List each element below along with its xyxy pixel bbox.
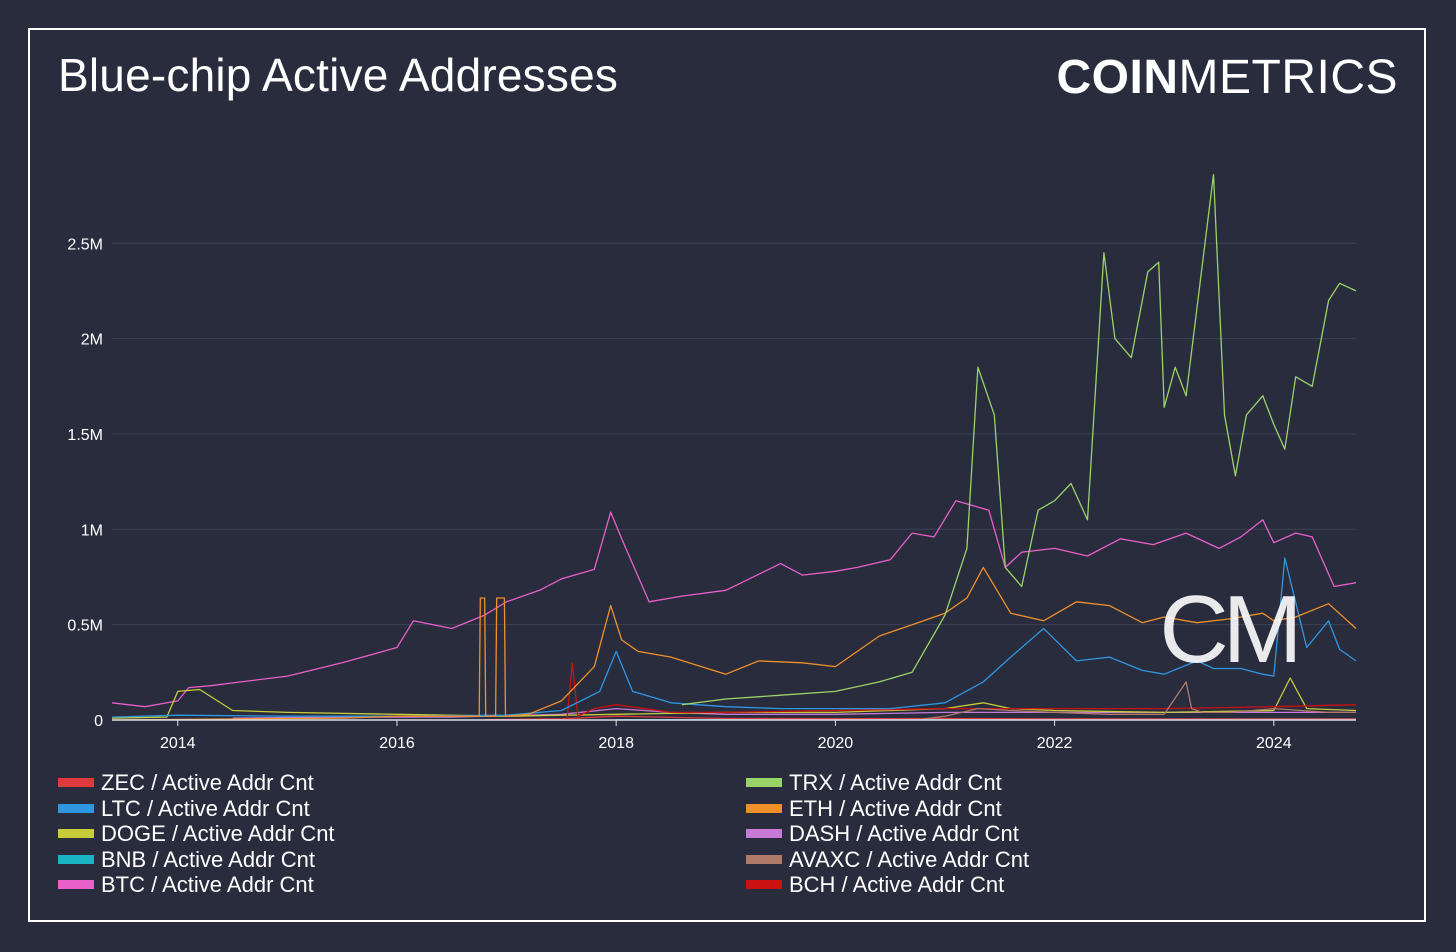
series-line-ltc bbox=[111, 557, 1357, 718]
legend-label: ETH / Active Addr Cnt bbox=[789, 795, 1002, 821]
cm-watermark: CM bbox=[1159, 576, 1302, 683]
legend-swatch bbox=[58, 829, 94, 839]
legend-item: BNB / Active Addr Cnt bbox=[58, 847, 335, 873]
legend-swatch bbox=[746, 829, 782, 839]
legend: ZEC / Active Addr Cnt LTC / Active Addr C… bbox=[58, 770, 1398, 900]
brand-logo: COINMETRICS bbox=[1057, 50, 1399, 105]
legend-item: DOGE / Active Addr Cnt bbox=[58, 821, 335, 847]
y-tick-label: 0.5M bbox=[67, 618, 103, 635]
watermark-text: CM bbox=[1159, 576, 1296, 683]
legend-label: BNB / Active Addr Cnt bbox=[101, 846, 315, 872]
y-tick-label: 2.5M bbox=[67, 236, 103, 253]
legend-label: AVAXC / Active Addr Cnt bbox=[789, 846, 1030, 872]
legend-swatch bbox=[746, 854, 782, 864]
legend-label: DOGE / Active Addr Cnt bbox=[101, 821, 335, 847]
series-line-avaxc bbox=[923, 681, 1356, 720]
y-tick-label: 1.5M bbox=[67, 427, 103, 444]
legend-swatch bbox=[746, 880, 782, 890]
y-tick-label: 1M bbox=[81, 522, 103, 539]
legend-column-right: TRX / Active Addr Cnt ETH / Active Addr C… bbox=[746, 770, 1029, 898]
legend-label: ZEC / Active Addr Cnt bbox=[101, 770, 314, 796]
axes: 0 0.5M 1M 1.5M 2M 2.5M 2014 2016 2018 2020 2022 202… bbox=[67, 236, 1356, 752]
x-tick-label: 2022 bbox=[1037, 735, 1073, 752]
x-tick-label: 2014 bbox=[160, 735, 196, 752]
series-line-btc bbox=[111, 500, 1357, 708]
brand-logo-bold: COIN bbox=[1056, 51, 1179, 104]
legend-item: TRX / Active Addr Cnt bbox=[746, 770, 1029, 796]
brand-logo-light: METRICS bbox=[1178, 51, 1398, 104]
legend-label: BCH / Active Addr Cnt bbox=[789, 872, 1005, 898]
x-tick-label: 2016 bbox=[379, 735, 415, 752]
legend-item: BTC / Active Addr Cnt bbox=[58, 872, 335, 898]
legend-swatch bbox=[746, 778, 782, 788]
legend-swatch bbox=[58, 854, 94, 864]
y-tick-label: 0 bbox=[94, 713, 103, 730]
gridlines bbox=[112, 242, 1356, 626]
legend-item: ETH / Active Addr Cnt bbox=[746, 796, 1029, 822]
y-tick-label: 2M bbox=[81, 332, 103, 349]
legend-label: BTC / Active Addr Cnt bbox=[101, 872, 314, 898]
series-line-eth bbox=[111, 566, 1357, 721]
legend-swatch bbox=[746, 803, 782, 813]
legend-item: BCH / Active Addr Cnt bbox=[746, 872, 1029, 898]
legend-swatch bbox=[58, 803, 94, 813]
legend-swatch bbox=[58, 778, 94, 788]
legend-item: DASH / Active Addr Cnt bbox=[746, 821, 1029, 847]
x-tick-label: 2020 bbox=[818, 735, 854, 752]
legend-column-left: ZEC / Active Addr Cnt LTC / Active Addr C… bbox=[58, 770, 335, 898]
series-line-trx bbox=[681, 173, 1357, 706]
x-tick-label: 2024 bbox=[1256, 735, 1292, 752]
legend-swatch bbox=[58, 880, 94, 890]
chart-frame bbox=[28, 28, 1426, 922]
legend-item: AVAXC / Active Addr Cnt bbox=[746, 847, 1029, 873]
page-title: Blue-chip Active Addresses bbox=[58, 49, 619, 101]
series-line-zec bbox=[484, 715, 1356, 721]
legend-label: LTC / Active Addr Cnt bbox=[101, 795, 310, 821]
legend-label: TRX / Active Addr Cnt bbox=[789, 770, 1002, 796]
legend-label: DASH / Active Addr Cnt bbox=[789, 821, 1019, 847]
legend-item: LTC / Active Addr Cnt bbox=[58, 796, 335, 822]
legend-item: ZEC / Active Addr Cnt bbox=[58, 770, 335, 796]
x-tick-label: 2018 bbox=[598, 735, 634, 752]
series-line-bch bbox=[566, 662, 1357, 721]
